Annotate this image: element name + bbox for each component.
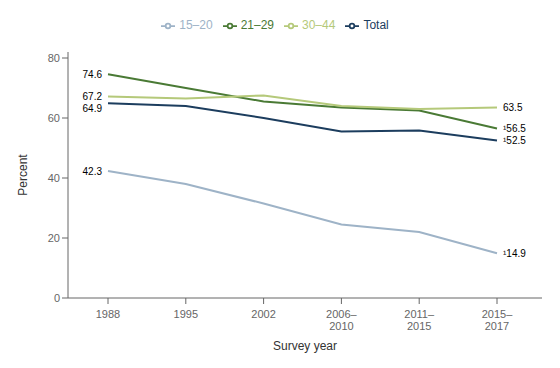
- svg-text:2011–2015: 2011–2015: [404, 308, 435, 333]
- svg-text:20: 20: [48, 232, 60, 244]
- svg-text:80: 80: [48, 52, 60, 64]
- svg-text:2006–2010: 2006–2010: [326, 308, 357, 333]
- svg-text:40: 40: [48, 172, 60, 184]
- html-text:Total: Total: [363, 18, 389, 32]
- svg-text:1988: 1988: [96, 308, 120, 320]
- svg-text:¹56.5: ¹56.5: [503, 123, 526, 134]
- svg-text:2002: 2002: [251, 308, 275, 320]
- svg-text:¹14.9: ¹14.9: [503, 248, 526, 259]
- svg-text:¹52.5: ¹52.5: [503, 135, 526, 146]
- html-text:30–44: 30–44: [302, 18, 336, 32]
- svg-text:64.9: 64.9: [83, 103, 103, 114]
- svg-text:1995: 1995: [174, 308, 198, 320]
- svg-text:42.3: 42.3: [83, 166, 103, 177]
- svg-text:Percent: Percent: [16, 154, 30, 196]
- svg-text:Survey year: Survey year: [273, 339, 337, 353]
- svg-text:2015–2017: 2015–2017: [482, 308, 513, 333]
- svg-text:63.5: 63.5: [503, 102, 523, 113]
- html-text:15–20: 15–20: [179, 18, 213, 32]
- svg-text:0: 0: [54, 292, 60, 304]
- svg-text:67.2: 67.2: [83, 91, 103, 102]
- html-text:21–29: 21–29: [240, 18, 274, 32]
- svg-text:74.6: 74.6: [83, 69, 103, 80]
- svg-text:60: 60: [48, 112, 60, 124]
